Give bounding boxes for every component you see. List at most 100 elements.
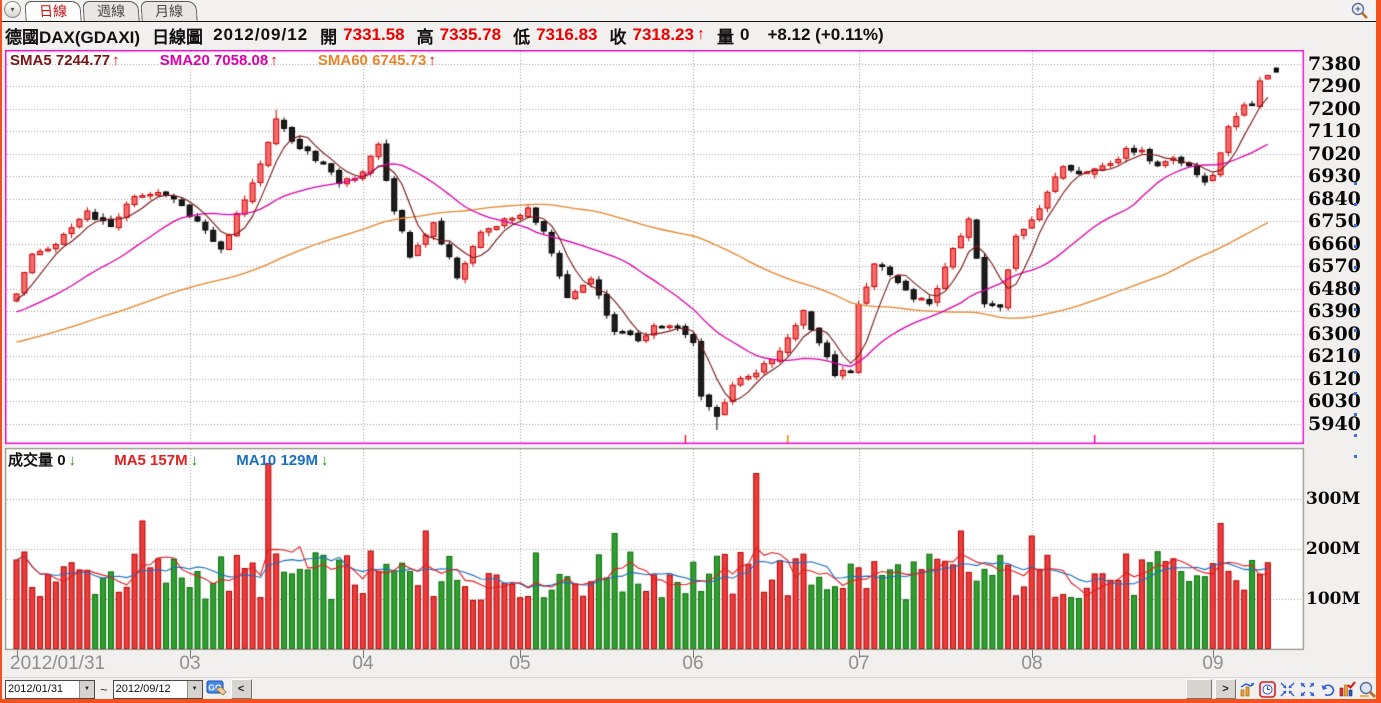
volume-label: 量 xyxy=(716,27,734,47)
price-axis-label: 6660 xyxy=(1308,232,1361,255)
sma5-up-arrow-icon: ↑ xyxy=(112,52,120,69)
from-date-value: 2012/01/31 xyxy=(8,683,64,695)
tab-daily[interactable]: 日線 xyxy=(24,1,82,21)
volume-value: 0 xyxy=(739,25,750,44)
x-axis-tick xyxy=(17,650,18,658)
volume-ma5-legend-item: MA5 157M ↓ xyxy=(114,452,199,469)
price-axis-label: 6930 xyxy=(1308,165,1361,187)
undo-button[interactable] xyxy=(1318,680,1336,698)
high-value: 7335.78 xyxy=(439,25,502,44)
magnifier-icon xyxy=(1359,681,1376,698)
price-axis-label: 7290 xyxy=(1308,75,1361,97)
scrollbar-track[interactable] xyxy=(252,680,1186,698)
panel-splitter[interactable] xyxy=(1354,182,1357,466)
scrollbar-thumb[interactable] xyxy=(1186,679,1212,699)
tab-weekly[interactable]: 週線 xyxy=(82,1,140,21)
price-axis-label: 6300 xyxy=(1308,322,1361,345)
volume-axis-label: 100M xyxy=(1306,588,1361,609)
scroll-left-button[interactable]: < xyxy=(230,679,252,699)
close-value: 7318.23 xyxy=(632,25,694,44)
price-axis-label: 5940 xyxy=(1308,412,1361,435)
up-arrow-icon: ↑ xyxy=(696,26,705,43)
open-value: 7331.58 xyxy=(343,25,405,44)
price-axis-label: 7110 xyxy=(1308,120,1361,142)
expand-icon xyxy=(1300,682,1314,696)
scroll-right-button[interactable]: > xyxy=(1215,679,1236,699)
price-volume-chart[interactable] xyxy=(5,50,1305,652)
sma60-legend-item: SMA60 6745.73 ↑ xyxy=(317,52,436,69)
x-axis-tick xyxy=(520,650,521,658)
price-axis-label: 6480 xyxy=(1308,277,1361,300)
volume-legend: 成交量 0 ↓ MA5 157M ↓ MA10 129M ↓ xyxy=(8,449,362,470)
to-date-dropdown-icon[interactable]: ▼ xyxy=(186,680,202,698)
ma5-down-arrow-icon: ↓ xyxy=(190,452,199,469)
from-date-select[interactable]: 2012/01/31 ▼ xyxy=(5,679,95,699)
volume-axis-label: 300M xyxy=(1306,488,1361,509)
expand-button[interactable] xyxy=(1298,680,1316,698)
tab-bar: ▾ 日線 週線 月線 xyxy=(2,0,1376,22)
price-axis-label: 7380 xyxy=(1308,52,1361,75)
volume-chart-icon xyxy=(1339,680,1356,696)
zoom-in-icon[interactable] xyxy=(1350,1,1370,20)
price-axis-label: 7200 xyxy=(1308,97,1361,120)
change-value: +8.12 (+0.11%) xyxy=(767,25,884,44)
tab-list-dropdown-icon[interactable]: ▾ xyxy=(4,1,21,18)
x-axis-tick xyxy=(1032,650,1033,658)
x-axis-label: 08 xyxy=(1021,653,1043,674)
bottom-toolbar: 2012/01/31 ▼ ~ 2012/09/12 ▼ GO < > xyxy=(2,677,1376,699)
to-date-select[interactable]: 2012/09/12 ▼ xyxy=(112,679,203,699)
go-button[interactable]: GO xyxy=(206,680,228,699)
shrink-icon xyxy=(1280,682,1294,696)
x-axis-tick xyxy=(363,650,364,658)
high-label: 高 xyxy=(416,27,434,47)
price-axis-label: 6750 xyxy=(1308,210,1361,232)
volume-axis-label: 200M xyxy=(1306,538,1361,559)
x-axis-label: 04 xyxy=(352,653,374,674)
volume-down-arrow-icon: ↓ xyxy=(68,452,77,469)
volume-legend-item: 成交量 0 ↓ xyxy=(8,452,77,469)
ma10-down-arrow-icon: ↓ xyxy=(320,452,329,469)
instrument-name: 德國DAX(GDAXI) xyxy=(5,27,141,47)
price-axis-label: 6120 xyxy=(1308,367,1361,390)
shrink-button[interactable] xyxy=(1278,680,1296,698)
zoom-button[interactable] xyxy=(1358,680,1376,698)
x-axis-label: 07 xyxy=(848,653,870,674)
svg-text:GO: GO xyxy=(208,682,222,692)
tab-monthly[interactable]: 月線 xyxy=(140,1,198,21)
x-axis-label: 09 xyxy=(1202,653,1224,674)
x-axis-label: 06 xyxy=(682,653,704,674)
low-value: 7316.83 xyxy=(536,25,598,44)
x-axis-tick xyxy=(693,650,694,658)
sma20-legend-item: SMA20 7058.08 ↑ xyxy=(159,52,278,69)
x-axis-tick xyxy=(859,650,860,658)
x-axis-label: 2012/01/31 xyxy=(10,653,106,674)
chart-style-button[interactable] xyxy=(1238,680,1256,698)
price-axis-label: 6210 xyxy=(1308,345,1361,367)
low-label: 低 xyxy=(513,27,531,47)
quote-date: 2012/09/12 xyxy=(213,25,309,44)
sma20-up-arrow-icon: ↑ xyxy=(270,52,278,69)
volume-ma10-legend-item: MA10 129M ↓ xyxy=(236,452,329,469)
price-axis-label: 7020 xyxy=(1308,142,1361,165)
price-axis-label: 6840 xyxy=(1308,187,1361,210)
volume-toggle-button[interactable] xyxy=(1338,680,1356,698)
quote-header: 德國DAX(GDAXI) 日線圖 2012/09/12 開 7331.58 高 … xyxy=(5,22,1376,48)
x-axis-label: 03 xyxy=(179,653,201,674)
open-label: 開 xyxy=(320,27,338,47)
price-axis-label: 6390 xyxy=(1308,300,1361,322)
from-date-dropdown-icon[interactable]: ▼ xyxy=(79,680,94,698)
to-date-value: 2012/09/12 xyxy=(115,683,171,695)
chart-style-icon xyxy=(1240,681,1255,696)
close-label: 收 xyxy=(609,27,627,47)
x-axis-label: 05 xyxy=(509,653,531,674)
x-axis-tick xyxy=(190,650,191,658)
undo-icon xyxy=(1321,683,1334,696)
time-button[interactable] xyxy=(1258,680,1276,698)
x-axis-tick xyxy=(1213,650,1214,658)
date-range-separator: ~ xyxy=(100,681,108,697)
chart-period-label: 日線圖 xyxy=(152,27,204,47)
price-axis-label: 6570 xyxy=(1308,255,1361,277)
sma60-up-arrow-icon: ↑ xyxy=(428,52,436,69)
sma-legend: SMA5 7244.77 ↑ SMA20 7058.08 ↑ SMA60 6745.… xyxy=(10,52,472,69)
